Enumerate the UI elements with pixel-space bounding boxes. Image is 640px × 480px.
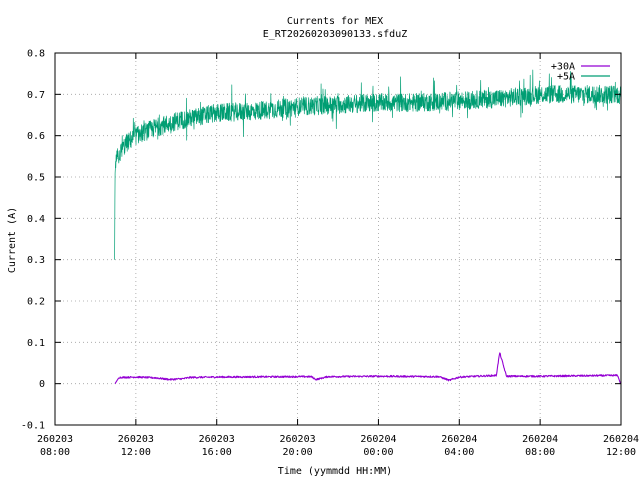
x-tick-label-date: 260203 (118, 434, 154, 445)
x-axis-ticks: 260203 08:00 260203 12:00 260203 16:00 260203 2… (37, 53, 639, 458)
x-tick-label-time: 04:00 (444, 447, 474, 458)
x-tick-label-date: 260204 (360, 434, 396, 445)
plot-frame (54, 52, 622, 426)
series-line (114, 69, 622, 260)
y-axis-ticks: -0.1 0 0.1 0.2 0.3 0.4 0.5 0.6 0.7 0.8 (21, 49, 621, 432)
y-tick-label: 0.3 (27, 255, 45, 266)
y-tick-label: 0.6 (27, 131, 45, 142)
x-tick-label-time: 08:00 (525, 447, 555, 458)
y-tick-label: -0.1 (21, 421, 45, 432)
legend-label: +5A (557, 72, 575, 83)
y-tick-label: 0.4 (27, 214, 45, 225)
x-tick-label-date: 260204 (603, 434, 639, 445)
y-tick-label: 0.5 (27, 173, 45, 184)
y-axis-label: Current (A) (7, 207, 18, 273)
x-tick-label-time: 16:00 (202, 447, 232, 458)
legend: +30A+5A (551, 62, 610, 83)
x-tick-label-date: 260204 (441, 434, 477, 445)
x-tick-label-date: 260203 (37, 434, 73, 445)
x-tick-label-time: 12:00 (121, 447, 151, 458)
chart-title: Currents for MEX (287, 16, 383, 27)
x-tick-label-time: 20:00 (283, 447, 313, 458)
series-line (114, 352, 622, 385)
x-axis-label: Time (yymmdd HH:MM) (278, 466, 392, 477)
y-tick-label: 0.8 (27, 49, 45, 60)
x-tick-label-date: 260203 (280, 434, 316, 445)
plot-series (114, 69, 622, 385)
y-tick-label: 0.2 (27, 297, 45, 308)
y-tick-label: 0.7 (27, 90, 45, 101)
legend-label: +30A (551, 62, 575, 73)
x-tick-label-date: 260203 (199, 434, 235, 445)
y-tick-label: 0.1 (27, 338, 45, 349)
y-tick-label: 0 (39, 379, 45, 390)
x-tick-label-time: 08:00 (40, 447, 70, 458)
x-tick-label-time: 00:00 (363, 447, 393, 458)
grid-lines (55, 53, 621, 425)
x-tick-label-time: 12:00 (606, 447, 636, 458)
x-tick-label-date: 260204 (522, 434, 558, 445)
chart-subtitle: E_RT20260203090133.sfduZ (263, 29, 408, 40)
